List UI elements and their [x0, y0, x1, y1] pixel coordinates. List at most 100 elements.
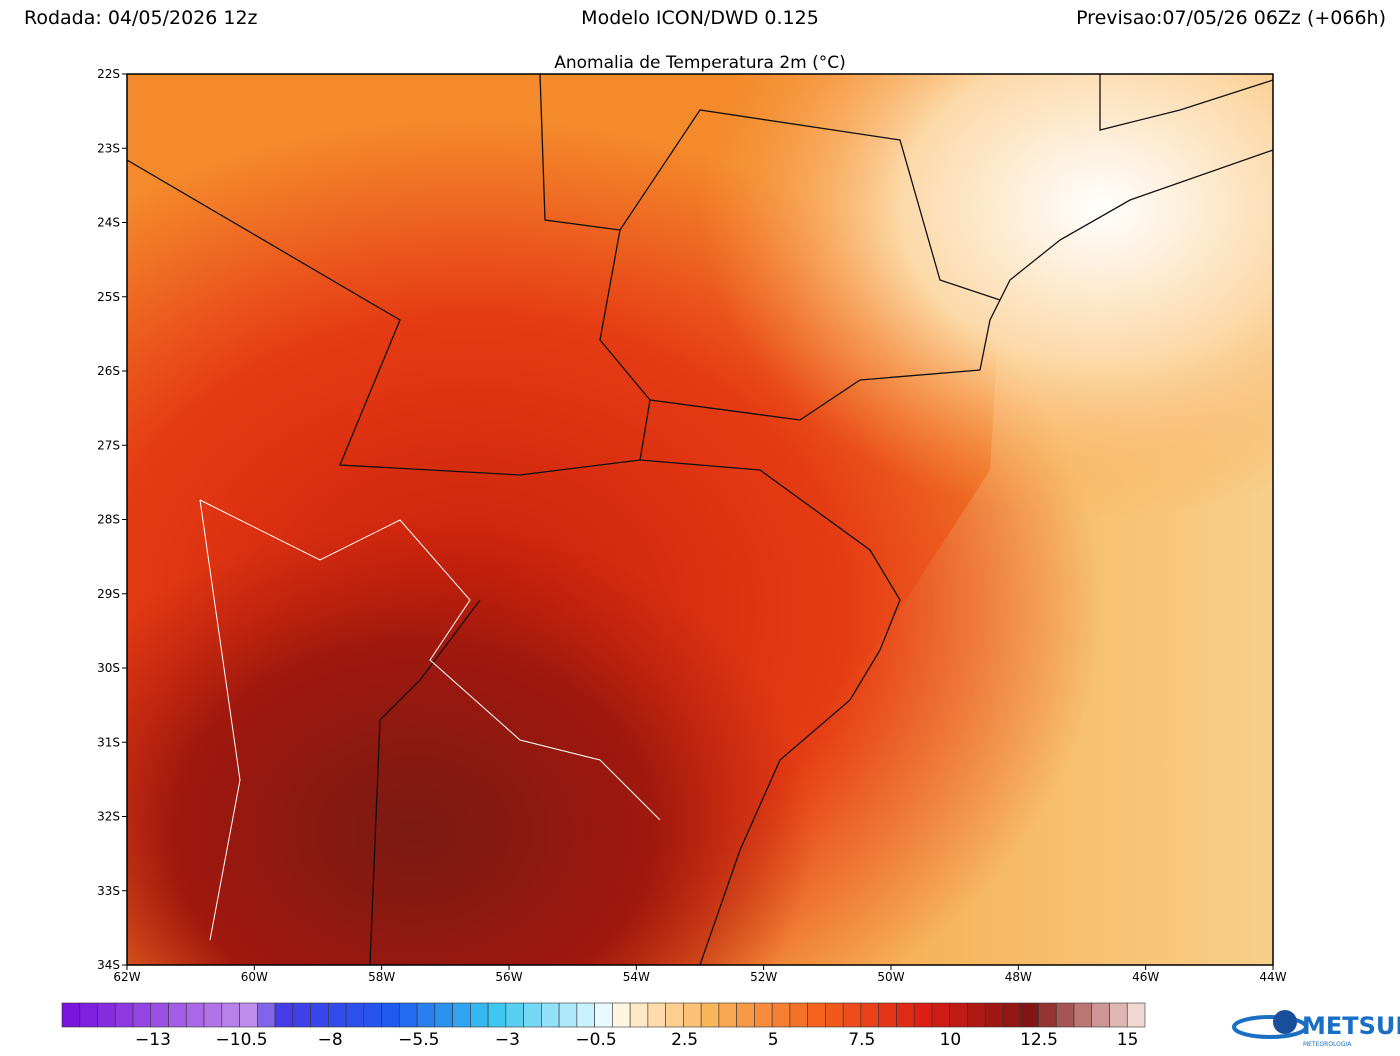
- lat-label: 25S: [97, 290, 120, 304]
- colorbar-swatch: [878, 1002, 897, 1028]
- colorbar-label: 2.5: [671, 1030, 698, 1050]
- colorbar-swatch: [967, 1002, 986, 1028]
- colorbar-swatch: [1109, 1002, 1128, 1028]
- colorbar-swatch: [896, 1002, 915, 1028]
- colorbar-swatch: [700, 1002, 720, 1028]
- colorbar-label: 7.5: [848, 1030, 875, 1050]
- lat-label: 34S: [97, 958, 120, 972]
- colorbar-swatch: [434, 1002, 453, 1028]
- colorbar-swatch: [61, 1002, 81, 1028]
- colorbar-swatch: [150, 1002, 169, 1028]
- lon-label: 62W: [113, 970, 140, 984]
- colorbar-swatch: [612, 1002, 631, 1028]
- lon-label: 52W: [750, 970, 777, 984]
- lon-label: 50W: [877, 970, 904, 984]
- lon-label: 54W: [623, 970, 650, 984]
- colorbar-swatch: [168, 1002, 187, 1028]
- colorbar-swatch: [363, 1002, 382, 1028]
- colorbar-swatch: [97, 1002, 116, 1028]
- lon-label: 56W: [495, 970, 522, 984]
- colorbar-swatch: [807, 1002, 826, 1028]
- colorbar-swatch: [310, 1002, 329, 1028]
- lat-label: 30S: [97, 661, 120, 675]
- colorbar-swatch: [1002, 1002, 1022, 1028]
- colorbar-swatch: [114, 1002, 134, 1028]
- lat-label: 27S: [97, 438, 120, 452]
- colorbar-label: −3: [495, 1030, 520, 1050]
- lat-label: 28S: [97, 513, 120, 527]
- colorbar-swatch: [185, 1002, 205, 1028]
- map-title: Anomalia de Temperatura 2m (°C): [554, 53, 846, 73]
- forecast-label: Previsao:07/05/26 06Zz (+066h): [1076, 7, 1386, 29]
- colorbar-swatch: [256, 1002, 276, 1028]
- colorbar-label: −0.5: [575, 1030, 616, 1050]
- colorbar-label: −5.5: [398, 1030, 439, 1050]
- axes: 22S23S24S25S26S27S28S29S30S31S32S33S34S6…: [97, 67, 1287, 984]
- lat-label: 24S: [97, 216, 120, 230]
- colorbar-swatch: [683, 1002, 702, 1028]
- colorbar-label: 5: [768, 1030, 779, 1050]
- colorbar-swatch: [1055, 1002, 1075, 1028]
- colorbar-swatch: [328, 1002, 347, 1028]
- colorbar-swatch: [399, 1002, 418, 1028]
- colorbar-swatch: [132, 1002, 152, 1028]
- colorbar-swatch: [913, 1002, 933, 1028]
- colorbar-label: −10.5: [216, 1030, 268, 1050]
- lat-label: 29S: [97, 587, 120, 601]
- colorbar-swatch: [789, 1002, 808, 1028]
- colorbar-swatch: [470, 1002, 489, 1028]
- lat-label: 31S: [97, 735, 120, 749]
- colorbar-swatch: [416, 1002, 436, 1028]
- colorbar-swatch: [647, 1002, 666, 1028]
- colorbar-swatch: [718, 1002, 737, 1028]
- colorbar-swatch: [1091, 1002, 1110, 1028]
- colorbar-swatch: [239, 1002, 258, 1028]
- lon-label: 46W: [1132, 970, 1159, 984]
- colorbar-swatch: [842, 1002, 862, 1028]
- colorbar-swatch: [665, 1002, 684, 1028]
- colorbar-swatch: [949, 1002, 968, 1028]
- colorbar-swatch: [594, 1002, 613, 1028]
- colorbar-swatch: [381, 1002, 400, 1028]
- colorbar-swatch: [984, 1002, 1004, 1028]
- colorbar-label: −8: [318, 1030, 343, 1050]
- colorbar-label: 15: [1117, 1030, 1139, 1050]
- colorbar-swatch: [754, 1002, 773, 1028]
- colorbar-swatch: [629, 1002, 649, 1028]
- model-label: Modelo ICON/DWD 0.125: [581, 7, 819, 29]
- logo-tagline: METEOROLOGIA: [1303, 1041, 1352, 1048]
- colorbar-swatch: [221, 1002, 240, 1028]
- colorbar-label: 10: [940, 1030, 962, 1050]
- lat-label: 22S: [97, 67, 120, 81]
- logo: METSUL METEOROLOGIA: [1232, 1010, 1400, 1048]
- colorbar-swatch: [736, 1002, 755, 1028]
- colorbar-swatch: [523, 1002, 542, 1028]
- colorbar-swatch: [1038, 1002, 1057, 1028]
- colorbar-label: 12.5: [1020, 1030, 1058, 1050]
- run-label: Rodada: 04/05/2026 12z: [24, 7, 258, 29]
- colorbar-swatch: [771, 1002, 791, 1028]
- lon-label: 60W: [241, 970, 268, 984]
- lat-label: 32S: [97, 810, 120, 824]
- colorbar-swatch: [274, 1002, 294, 1028]
- lat-label: 26S: [97, 364, 120, 378]
- colorbar-swatch: [1126, 1002, 1146, 1028]
- colorbar-swatch: [345, 1002, 365, 1028]
- colorbar-swatch: [558, 1002, 578, 1028]
- colorbar-swatch: [576, 1002, 595, 1028]
- colorbar-swatch: [452, 1002, 471, 1028]
- lon-label: 44W: [1259, 970, 1286, 984]
- colorbar-swatch: [860, 1002, 879, 1028]
- colorbar: −13 −10.5 −8 −5.5 −3 −0.5 2.5 5 7.5 10 12.5 15: [61, 1002, 1146, 1050]
- colorbar-swatch: [203, 1002, 223, 1028]
- logo-name: METSUL: [1302, 1012, 1400, 1040]
- lon-label: 48W: [1005, 970, 1032, 984]
- colorbar-swatch: [505, 1002, 524, 1028]
- colorbar-swatch: [931, 1002, 951, 1028]
- lat-label: 23S: [97, 141, 120, 155]
- colorbar-swatch: [487, 1002, 507, 1028]
- lon-label: 58W: [368, 970, 395, 984]
- lat-label: 33S: [97, 884, 120, 898]
- colorbar-swatch: [292, 1002, 311, 1028]
